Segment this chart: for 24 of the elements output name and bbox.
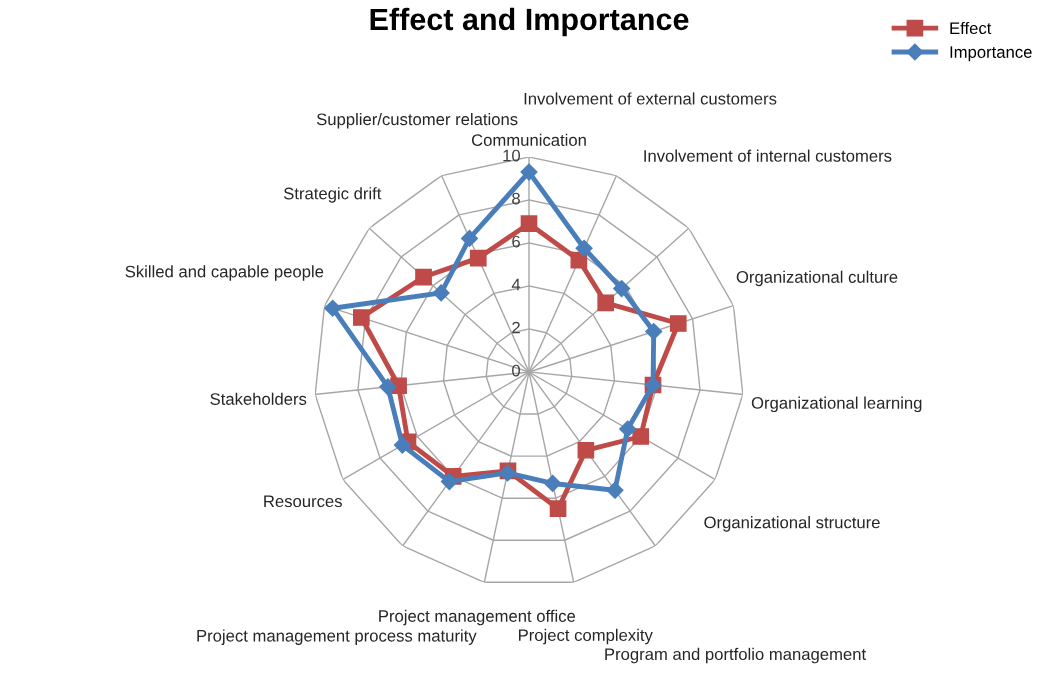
spoke-label: Project complexity [518,628,653,645]
y-tick-label: 2 [512,321,520,334]
spoke-label: Stakeholders [210,392,307,405]
y-tick-label: 8 [512,192,520,205]
legend-label: Effect [950,21,992,35]
spoke-label: Involvement of external customers [524,92,777,105]
y-tick-label: 6 [512,235,520,248]
chart-title: Effect and Importance [370,7,689,37]
y-tick-label: 0 [512,364,521,377]
spoke-label: Project management process maturity [197,629,477,645]
spoke-label: Organizational structure [704,516,880,532]
spoke-label: Strategic drift [283,187,382,203]
legend-label: Importance [950,46,1032,62]
spoke-label: Program and portfolio management [605,647,866,664]
spoke-label: Resources [264,495,342,508]
spoke-label: Skilled and capable people [125,265,324,281]
spoke-label: Communication [471,133,586,146]
spoke-label: Involvement of internal customers [644,149,892,162]
y-tick-label: 10 [503,149,521,162]
spoke-label: Supplier/customer relations [316,112,518,129]
y-tick-label: 4 [511,278,521,291]
spoke-label: Organizational learning [751,396,922,413]
spoke-label: Organizational culture [736,270,898,287]
spoke-label: Project management office [379,609,576,626]
